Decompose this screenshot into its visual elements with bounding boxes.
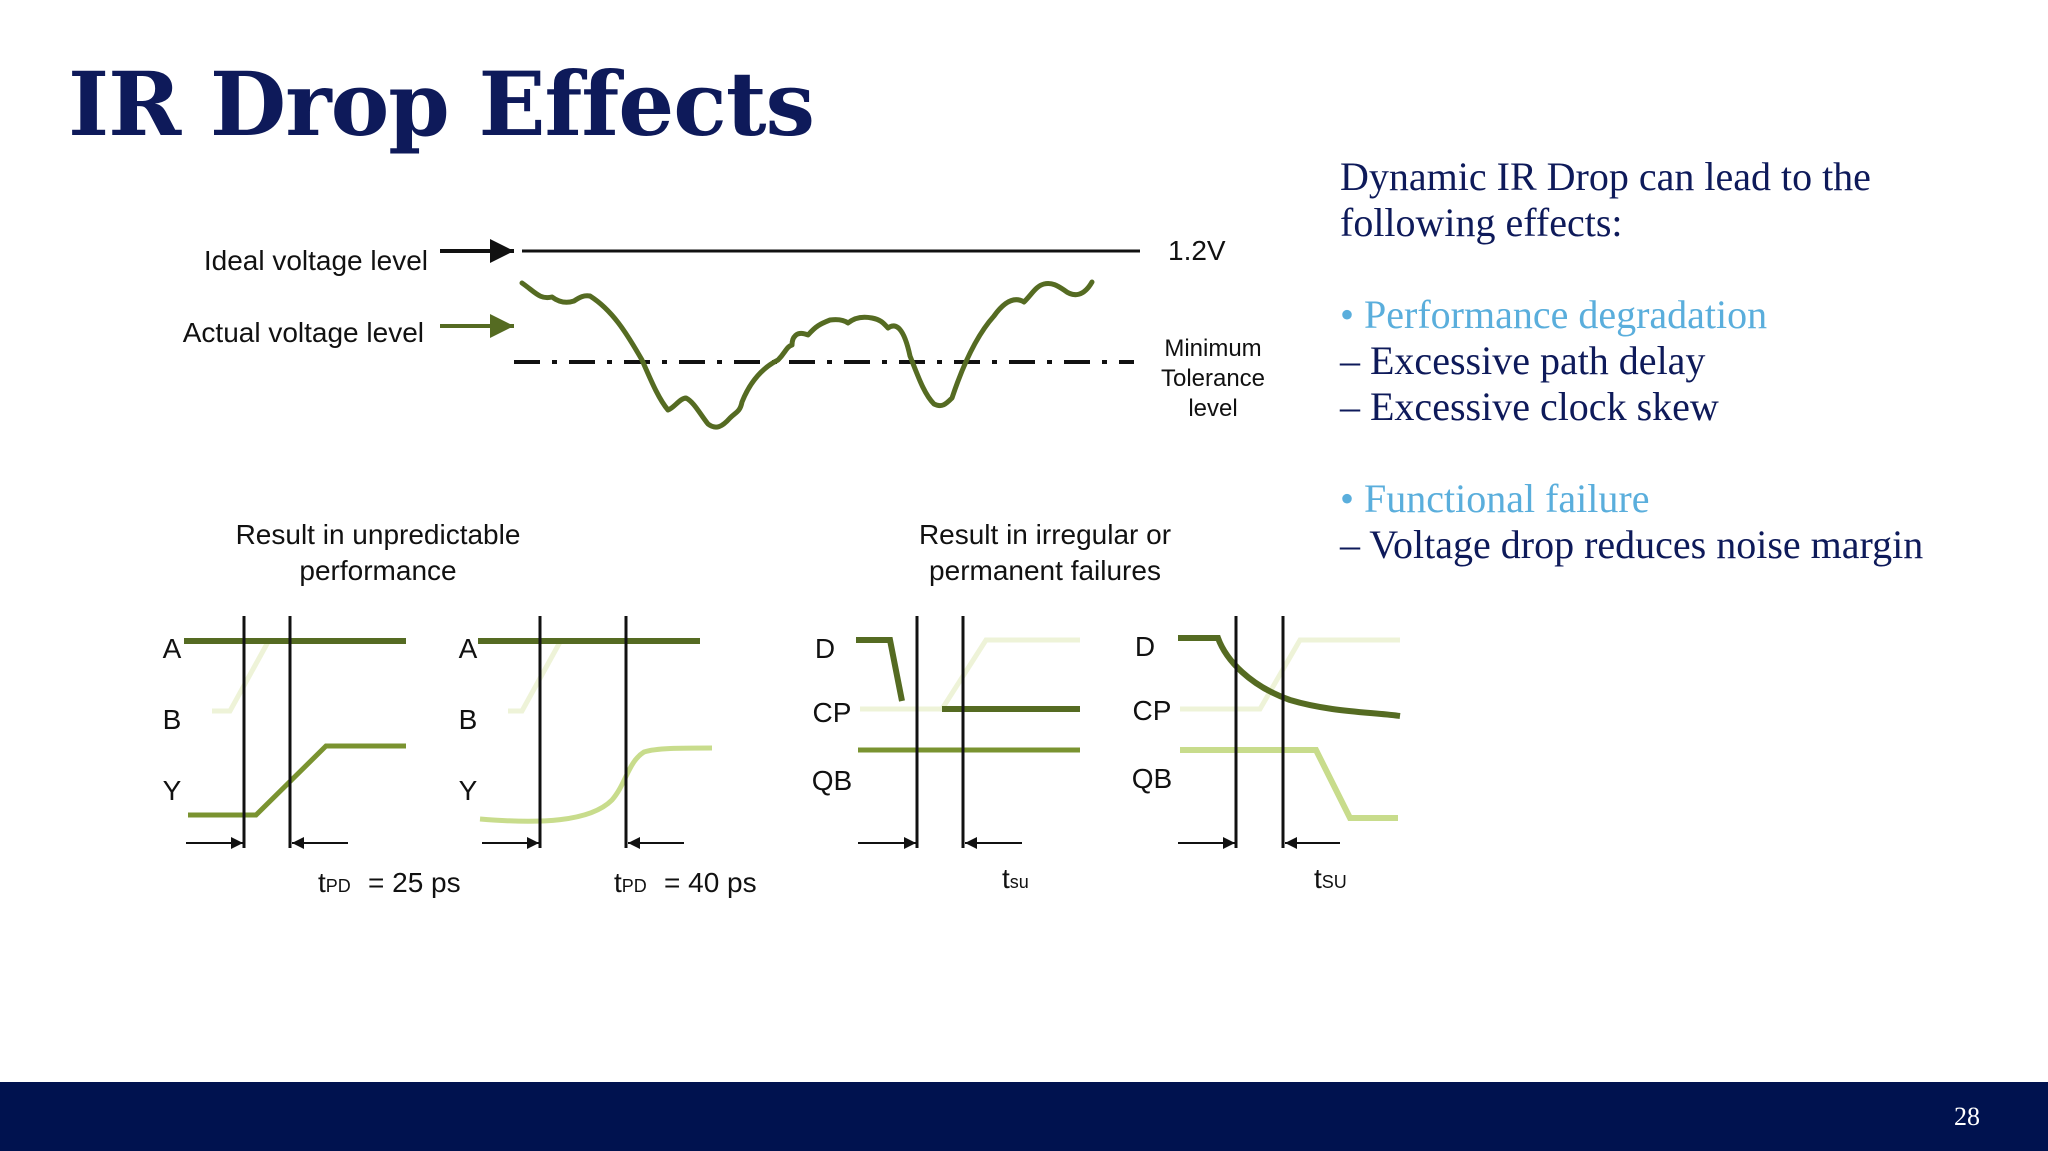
waveform-b — [212, 640, 271, 714]
bullet-performance-degradation: • Performance degradation — [1340, 292, 1768, 337]
tsu-t-3: t — [1002, 863, 1010, 894]
timing-diagram-3: D CP QB tsu — [812, 616, 1080, 894]
tsu-label-4: tSU — [1314, 863, 1347, 894]
timing-diagram-4: D CP QB tSU — [1132, 616, 1401, 894]
signal-label-y: Y — [459, 775, 478, 806]
sub-excessive-clock-skew: – Excessive clock skew — [1340, 384, 1719, 429]
failure-caption-1: Result in irregular or — [919, 519, 1171, 550]
intro-line-1: Dynamic IR Drop can lead to the — [1340, 154, 1871, 199]
signal-label-y: Y — [163, 775, 182, 806]
waveform-cp — [1180, 637, 1400, 712]
intro-line-2: following effects: — [1340, 200, 1623, 245]
performance-caption-2: performance — [299, 555, 456, 586]
signal-label-d: D — [815, 633, 835, 664]
min-tolerance-label-1: Minimum — [1164, 335, 1261, 362]
tpd-value-2: = 40 ps — [664, 867, 757, 898]
waveform-b — [508, 640, 563, 714]
actual-voltage-label: Actual voltage level — [183, 317, 424, 348]
failure-caption-2: permanent failures — [929, 555, 1161, 586]
ir-drop-diagram: Ideal voltage level Actual voltage level… — [163, 235, 1401, 898]
slide-title: IR Drop Effects — [68, 52, 815, 156]
signal-label-qb: QB — [1132, 763, 1172, 794]
signal-label-d: D — [1135, 631, 1155, 662]
signal-label-b: B — [459, 704, 478, 735]
page-number: 28 — [1954, 1102, 1980, 1131]
actual-voltage-waveform — [519, 279, 1095, 430]
performance-caption-1: Result in unpredictable — [236, 519, 521, 550]
signal-label-qb: QB — [812, 765, 852, 796]
footer-bar: 28 — [0, 1082, 2048, 1151]
min-tolerance-label-2: Tolerance — [1161, 365, 1265, 392]
tpd-sub-2: PD — [622, 876, 647, 896]
timing-diagram-2: A B Y tPD = 40 ps — [459, 616, 757, 898]
sub-noise-margin: – Voltage drop reduces noise margin — [1340, 522, 1924, 567]
effects-text: Dynamic IR Drop can lead to the followin… — [1340, 154, 2030, 568]
tsu-label-3: tsu — [1002, 863, 1029, 894]
timing-diagram-1: A B Y tPD = 25 ps — [163, 616, 461, 898]
tsu-t-4: t — [1314, 863, 1322, 894]
sub-excessive-path-delay: – Excessive path delay — [1340, 338, 1706, 383]
signal-label-a: A — [459, 633, 478, 664]
signal-label-cp: CP — [813, 697, 852, 728]
waveform-d — [856, 637, 905, 702]
waveform-d — [1178, 635, 1401, 719]
ideal-voltage-value: 1.2V — [1168, 235, 1226, 266]
tsu-sub-4: SU — [1322, 872, 1347, 892]
signal-label-a: A — [163, 633, 182, 664]
waveform-qb — [1180, 747, 1398, 821]
waveform-y — [479, 745, 713, 824]
waveform-y — [188, 743, 406, 818]
tpd-sub-1: PD — [326, 876, 351, 896]
tpd-value-1: = 25 ps — [368, 867, 461, 898]
ideal-voltage-label: Ideal voltage level — [204, 245, 428, 276]
tpd-label-2: tPD — [614, 867, 647, 898]
bullet-functional-failure: • Functional failure — [1340, 476, 1650, 521]
signal-label-cp: CP — [1133, 695, 1172, 726]
tpd-label-1: tPD — [318, 867, 351, 898]
signal-label-b: B — [163, 704, 182, 735]
tsu-sub-3: su — [1010, 872, 1029, 892]
min-tolerance-label-3: level — [1188, 395, 1237, 422]
